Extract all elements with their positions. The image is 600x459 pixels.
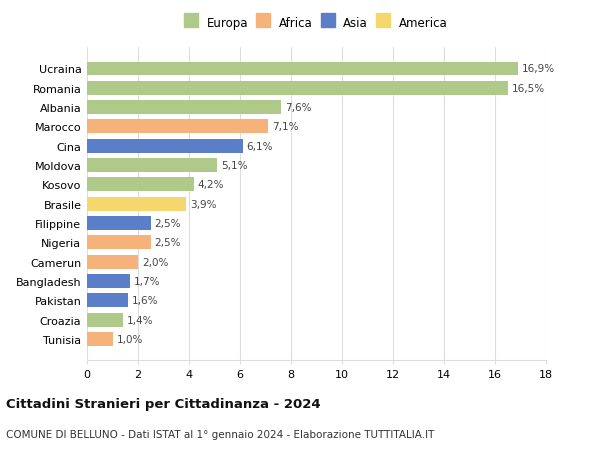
Text: 1,7%: 1,7% [134,276,161,286]
Bar [87,120,268,134]
Bar [87,62,518,76]
Bar [87,197,187,211]
Bar [87,140,242,153]
Text: COMUNE DI BELLUNO - Dati ISTAT al 1° gennaio 2024 - Elaborazione TUTTITALIA.IT: COMUNE DI BELLUNO - Dati ISTAT al 1° gen… [6,429,434,439]
Text: 1,6%: 1,6% [131,296,158,306]
Text: 7,6%: 7,6% [284,103,311,113]
Text: 6,1%: 6,1% [247,141,273,151]
Bar [87,294,128,308]
Bar [87,82,508,95]
Bar [87,274,130,288]
Bar [87,313,122,327]
Legend: Europa, Africa, Asia, America: Europa, Africa, Asia, America [185,17,448,29]
Bar [87,332,113,346]
Text: 16,5%: 16,5% [512,84,545,94]
Text: 5,1%: 5,1% [221,161,247,171]
Bar [87,255,138,269]
Bar [87,178,194,192]
Text: 2,5%: 2,5% [155,218,181,229]
Bar [87,159,217,173]
Bar [87,101,281,115]
Text: Cittadini Stranieri per Cittadinanza - 2024: Cittadini Stranieri per Cittadinanza - 2… [6,397,320,410]
Text: 3,9%: 3,9% [190,199,217,209]
Text: 2,5%: 2,5% [155,238,181,248]
Text: 1,0%: 1,0% [116,334,143,344]
Text: 2,0%: 2,0% [142,257,168,267]
Bar [87,236,151,250]
Text: 16,9%: 16,9% [522,64,555,74]
Text: 1,4%: 1,4% [127,315,153,325]
Bar [87,217,151,230]
Text: 4,2%: 4,2% [198,180,224,190]
Text: 7,1%: 7,1% [272,122,298,132]
